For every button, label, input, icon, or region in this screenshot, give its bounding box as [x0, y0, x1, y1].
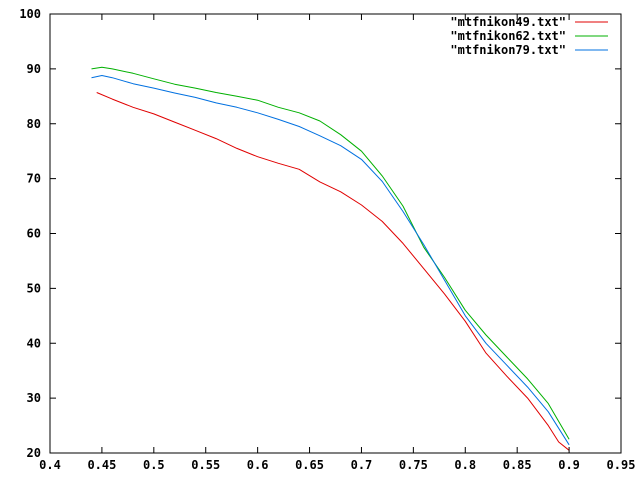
y-tick-label: 30: [27, 391, 41, 405]
x-tick-label: 0.4: [39, 458, 61, 472]
y-tick-label: 80: [27, 117, 41, 131]
y-tick-label: 50: [27, 281, 41, 295]
x-tick-label: 0.75: [399, 458, 428, 472]
axis-layer: 0.4 0.45 0.5 0.55 0.6 0.65 0.7 0.75 0.8 0.85 0.9 0.…: [19, 7, 635, 472]
legend: "mtfnikon49.txt""mtfnikon62.txt""mtfniko…: [450, 15, 608, 57]
y-tick-label: 70: [27, 172, 41, 186]
x-tick-label: 0.9: [558, 458, 580, 472]
legend-label-1: "mtfnikon49.txt": [450, 15, 566, 29]
legend-label-2: "mtfnikon62.txt": [450, 29, 566, 43]
y-tick-label: 90: [27, 62, 41, 76]
y-tick-label: 60: [27, 227, 41, 241]
x-tick-label: 0.5: [143, 458, 165, 472]
x-tick-label: 0.8: [454, 458, 476, 472]
x-tick-label: 0.7: [351, 458, 373, 472]
y-tick-label: 20: [27, 446, 41, 460]
plot-layer: [91, 66, 570, 451]
x-tick-label: 0.45: [87, 458, 116, 472]
x-tick-label: 0.6: [247, 458, 269, 472]
x-tick-label: 0.65: [295, 458, 324, 472]
x-tick-label: 0.55: [191, 458, 220, 472]
x-tick-label: 0.85: [503, 458, 532, 472]
x-tick-label: 0.95: [607, 458, 636, 472]
y-tick-label: 100: [19, 7, 41, 21]
y-tick-label: 40: [27, 336, 41, 350]
legend-label-3: "mtfnikon79.txt": [450, 43, 566, 57]
